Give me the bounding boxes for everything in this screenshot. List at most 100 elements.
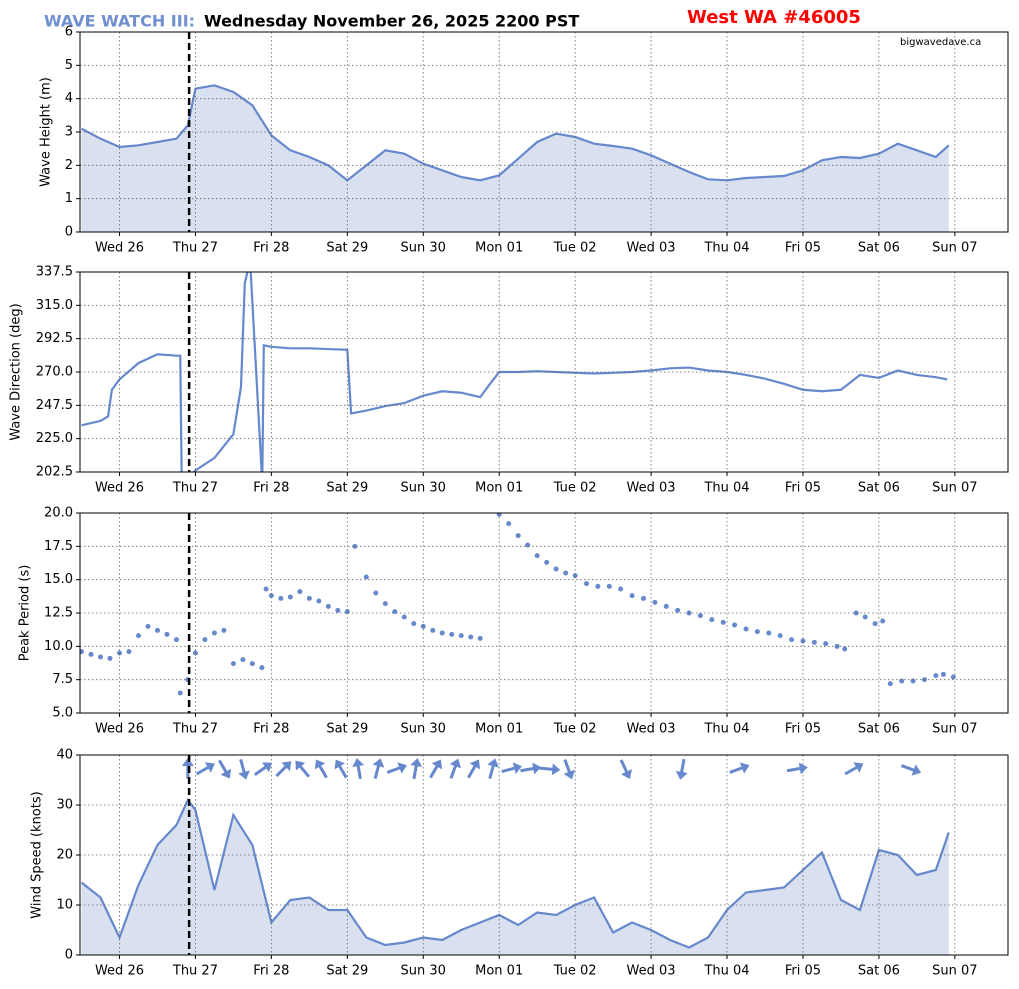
y-tick-label: 247.5 (36, 398, 73, 413)
y-tick-label: 15.0 (44, 572, 73, 587)
x-tick-label: Tue 02 (553, 481, 597, 496)
x-tick-label: Wed 26 (95, 481, 144, 496)
arrow-head (314, 759, 326, 770)
point (940, 671, 946, 677)
point (899, 678, 905, 684)
y-tick-label: 20 (56, 848, 73, 863)
x-tick-label: Sat 06 (858, 722, 900, 737)
point (709, 617, 715, 623)
point (887, 681, 893, 687)
point (862, 614, 868, 620)
arrow-head (798, 762, 808, 775)
arrow-head (372, 758, 385, 768)
point (629, 593, 635, 599)
x-tick-label: Thu 27 (172, 722, 218, 737)
y-tick-label: 225.0 (36, 431, 73, 446)
x-tick-label: Sun 30 (401, 481, 446, 496)
y-tick-label: 3 (65, 125, 73, 140)
point (468, 634, 474, 640)
point (515, 533, 521, 539)
arrow-head (397, 762, 408, 774)
point (933, 673, 939, 679)
y-tick-label: 292.5 (36, 331, 73, 346)
y-tick-label: 40 (56, 748, 73, 763)
x-tick-label: Thu 04 (703, 241, 749, 256)
x-tick-label: Sat 06 (858, 241, 900, 256)
arrow-head (911, 764, 922, 776)
point (553, 566, 559, 572)
point (544, 559, 550, 565)
x-tick-label: Fri 28 (253, 722, 289, 737)
axes-frame (79, 271, 1009, 473)
y-tick-label: 4 (65, 91, 73, 106)
chart-title: Wednesday November 26, 2025 2200 PST (204, 12, 579, 31)
point (606, 583, 612, 589)
point (663, 603, 669, 609)
axes-frame (79, 754, 1009, 956)
point (811, 639, 817, 645)
x-tick-label: Thu 27 (172, 964, 218, 979)
point (373, 590, 379, 596)
y-axis-label: Wave Direction (deg) (9, 303, 24, 440)
point (449, 631, 455, 637)
y-axis-label: Wind Speed (knots) (30, 791, 45, 918)
point (392, 609, 398, 615)
area (81, 85, 949, 232)
arrow-head (281, 761, 292, 772)
point (880, 618, 886, 624)
point (525, 542, 531, 548)
x-tick-label: Thu 27 (172, 481, 218, 496)
wind-arrow (253, 762, 273, 776)
plot-area (80, 797, 950, 955)
wind-arrow (844, 762, 864, 776)
x-tick-label: Fri 05 (785, 722, 821, 737)
point (154, 627, 160, 633)
wind-arrow (619, 759, 632, 779)
y-tick-label: 270.0 (36, 365, 73, 380)
point (697, 613, 703, 619)
y-tick-label: 337.5 (36, 265, 73, 280)
plot-area (81, 272, 948, 472)
point (563, 570, 569, 576)
line (80, 797, 950, 949)
wind-arrow (786, 762, 808, 775)
point (287, 594, 293, 600)
point (595, 583, 601, 589)
point (675, 607, 681, 613)
point (439, 630, 445, 636)
wind-arrow (539, 763, 561, 776)
point (910, 678, 916, 684)
arrow-head (621, 769, 632, 779)
wind-arrow (238, 758, 250, 780)
wind-arrow (334, 759, 348, 779)
wind-arrow (501, 762, 522, 775)
arrow-head (295, 760, 306, 771)
x-tick-label: Wed 03 (627, 964, 676, 979)
arrow-head (512, 762, 522, 775)
arrow-head (487, 758, 499, 768)
point (164, 631, 170, 637)
point (720, 619, 726, 625)
x-tick-label: Sun 07 (932, 241, 977, 256)
point (506, 521, 512, 527)
point (496, 513, 502, 517)
x-tick-label: Wed 03 (627, 722, 676, 737)
wind-arrow (675, 758, 688, 780)
point (458, 633, 464, 639)
x-tick-label: Fri 05 (785, 241, 821, 256)
wind-arrow (217, 759, 231, 779)
x-tick-label: Sat 29 (326, 964, 368, 979)
brand: WAVE WATCH III: (44, 12, 195, 31)
point (240, 657, 246, 663)
area (81, 800, 949, 955)
x-tick-label: Fri 28 (253, 964, 289, 979)
point (477, 635, 483, 641)
point (268, 593, 274, 599)
point (145, 623, 151, 629)
point (382, 601, 388, 607)
wind-arrow (729, 762, 750, 774)
arrow-head (853, 762, 864, 773)
wind-arrow (181, 758, 194, 779)
wind-arrow (195, 762, 215, 776)
x-tick-label: Thu 27 (172, 241, 218, 256)
